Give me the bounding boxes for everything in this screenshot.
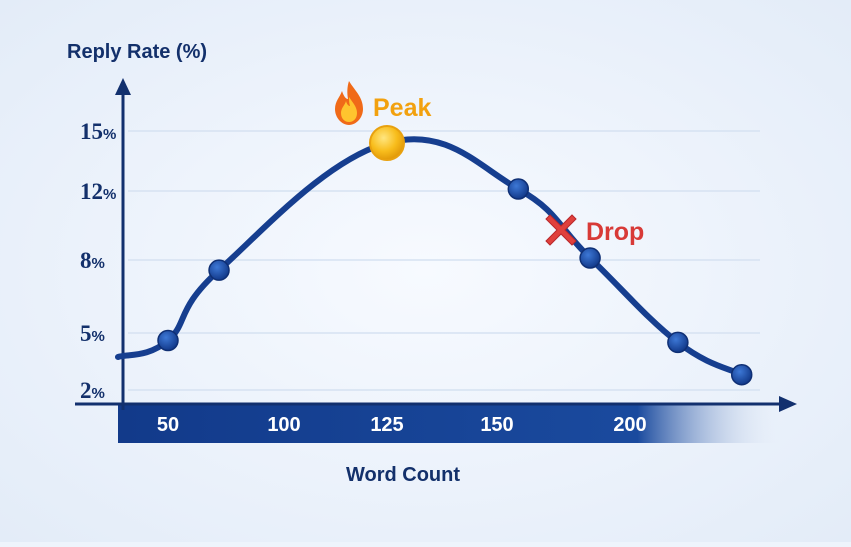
x-tick-labels: 50 100 125 150 200 xyxy=(157,414,647,436)
y-tick-labels: 15% 12% 8% 5% 2% xyxy=(80,119,116,403)
data-point xyxy=(730,363,753,386)
peak-label: Peak xyxy=(373,94,431,122)
y-tick-label: 2% xyxy=(80,378,105,403)
peak-annotation: Peak xyxy=(335,81,431,125)
x-axis-band xyxy=(118,403,784,443)
x-tick-label: 125 xyxy=(370,414,403,436)
x-mark-icon xyxy=(545,214,577,246)
y-axis-arrow xyxy=(115,78,131,95)
x-axis-label: Word Count xyxy=(346,464,460,486)
y-tick-label: 15% xyxy=(80,119,116,144)
x-tick-label: 50 xyxy=(157,414,179,436)
y-tick-label: 8% xyxy=(80,248,105,273)
y-tick-label: 5% xyxy=(80,321,105,346)
data-point xyxy=(157,329,179,352)
x-axis-arrow xyxy=(779,396,797,412)
x-tick-label: 200 xyxy=(613,414,646,436)
data-point xyxy=(208,259,230,281)
peak-point xyxy=(369,125,405,161)
drop-label: Drop xyxy=(586,218,644,246)
y-tick-label: 12% xyxy=(80,179,116,204)
drop-annotation: Drop xyxy=(545,214,644,246)
fire-icon xyxy=(335,81,363,125)
data-point xyxy=(507,178,530,200)
data-point xyxy=(667,331,689,354)
x-tick-label: 150 xyxy=(480,414,513,436)
data-points xyxy=(157,125,753,386)
data-point xyxy=(579,247,601,269)
y-axis-label: Reply Rate (%) xyxy=(67,41,207,63)
series-line xyxy=(115,136,745,378)
x-tick-label: 100 xyxy=(267,414,300,436)
